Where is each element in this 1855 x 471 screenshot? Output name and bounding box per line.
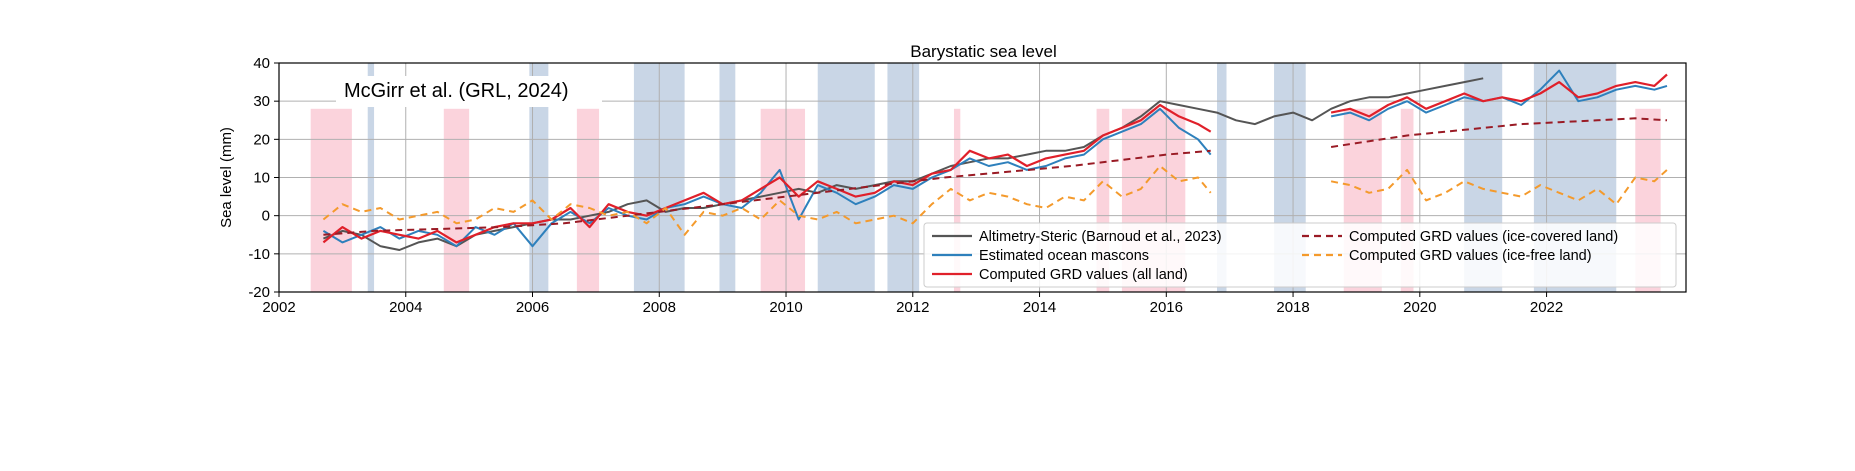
y-tick-label-3: 10 <box>253 170 270 187</box>
legend-label-grd-ice-free: Computed GRD values (ice-free land) <box>1349 248 1592 264</box>
legend-label-mascons: Estimated ocean mascons <box>979 248 1149 264</box>
x-tick-label-10: 2022 <box>1530 299 1563 316</box>
legend-label-grd-all-land: Computed GRD values (all land) <box>979 267 1188 283</box>
annotation-box <box>336 76 602 107</box>
legend-box <box>923 222 1677 288</box>
annotation-text: McGirr et al. (GRL, 2024) <box>344 80 569 102</box>
y-tick-label-1: -10 <box>248 246 270 263</box>
axis-ticks: 2002 2004 2006 2008 2010 2012 2014 2016 2018 2020… <box>248 55 1563 316</box>
x-tick-label-0: 2002 <box>262 299 295 316</box>
y-tick-label-4: 20 <box>253 131 270 148</box>
el-nino-band-3 <box>760 108 806 292</box>
y-tick-label-5: 30 <box>253 93 270 110</box>
el-nino-band-1 <box>443 108 470 292</box>
x-tick-label-9: 2020 <box>1403 299 1436 316</box>
el-nino-band-0 <box>310 108 352 292</box>
grd-all-land-line-segment-0 <box>322 103 1212 244</box>
y-tick-label-0: -20 <box>248 284 270 301</box>
y-axis-title: Sea level (mm) <box>218 127 235 228</box>
el-nino-band-2 <box>576 108 600 292</box>
chart-title: Barystatic sea level <box>910 42 1056 61</box>
legend: Altimetry-Steric (Barnoud et al., 2023) … <box>923 222 1677 288</box>
x-tick-label-1: 2004 <box>389 299 422 316</box>
y-tick-label-6: 40 <box>253 55 270 72</box>
legend-label-grd-ice-covered: Computed GRD values (ice-covered land) <box>1349 229 1618 245</box>
grd-ice-covered-line-segment-0 <box>323 149 1211 236</box>
grd-ice-covered-line-segment-1 <box>1330 117 1668 148</box>
grd-ice-free-line-segment-1 <box>1330 168 1668 206</box>
legend-label-altimetry: Altimetry-Steric (Barnoud et al., 2023) <box>979 229 1222 245</box>
el-nino-band-4 <box>953 108 961 292</box>
grd-ice-free-line-segment-0 <box>322 165 1212 236</box>
grd-all-land-line-segment-1 <box>1330 73 1668 118</box>
mascons-line-segment-0 <box>322 107 1212 248</box>
x-tick-label-7: 2016 <box>1150 299 1183 316</box>
x-tick-label-2: 2006 <box>516 299 549 316</box>
x-tick-label-5: 2012 <box>896 299 929 316</box>
x-tick-label-4: 2010 <box>769 299 802 316</box>
data-series <box>322 69 1668 251</box>
x-tick-label-6: 2014 <box>1023 299 1056 316</box>
y-tick-label-2: 0 <box>262 208 270 225</box>
x-tick-label-3: 2008 <box>643 299 676 316</box>
x-tick-label-8: 2018 <box>1276 299 1309 316</box>
